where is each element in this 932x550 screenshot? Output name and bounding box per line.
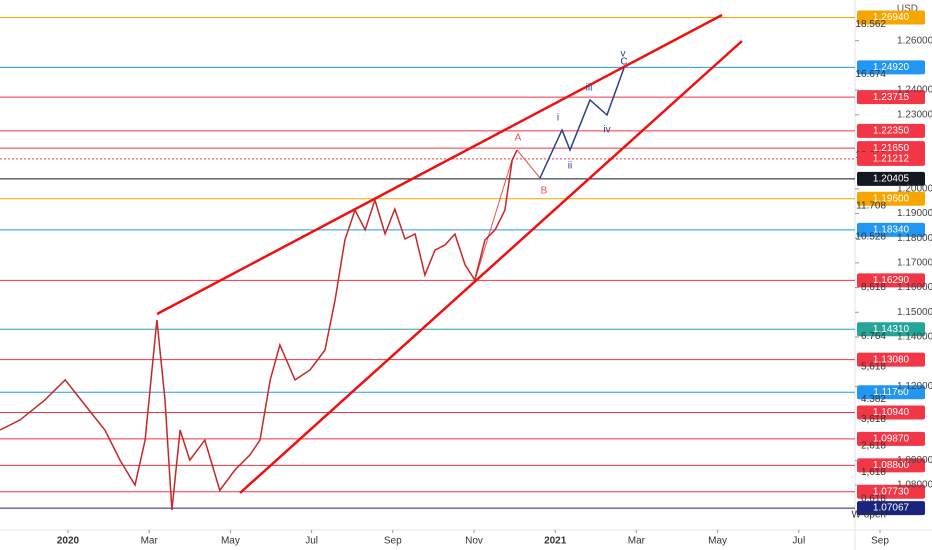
level-label-box [857,222,925,237]
level-label-box [857,458,925,473]
level-label: 1.21212 [873,154,910,165]
x-tick-label: Mar [628,536,646,547]
fib-label: 10.528 [855,231,886,242]
level-label: 1.18340 [873,224,910,235]
x-tick-label: Sep [384,536,402,547]
level-label-box [857,141,925,156]
fib-label: 16.674 [855,69,886,80]
wave-label: ii [568,161,572,172]
wave-label: C [620,57,627,68]
fib-label: 8,618 [861,282,886,293]
wave-ab [516,149,541,179]
y-tick-label: 1.15000 [897,307,932,318]
x-tick-label: 2021 [544,536,567,547]
level-label: 1.11760 [873,387,909,398]
y-tick-label: 1.17000 [897,258,932,269]
x-tick-label: Jul [792,536,805,547]
wave-trend [474,159,513,281]
fib-label: 18.562 [855,19,886,30]
level-label-box [857,431,925,446]
y-tick-label: 1.23000 [897,109,932,120]
level-label-box [857,273,925,288]
level-label: 1.26940 [873,12,910,23]
fib-label: 2,618 [861,441,886,452]
level-label: 1.09870 [873,434,910,445]
wave-label: iv [603,125,610,136]
wave-label: A [515,133,522,144]
level-label: 1.07730 [873,486,910,497]
level-label-box [857,90,925,105]
level-label-box [857,501,925,516]
level-label-box [857,171,925,186]
fib-label: 3,618 [861,414,886,425]
fib-label: 1,618 [861,467,886,478]
wave-label: i [557,113,559,124]
level-label-box [857,60,925,75]
y-tick-label: 1.19000 [897,208,932,219]
level-label-box [857,352,925,367]
y-tick-label: 1.26000 [897,35,932,46]
level-label-box [857,123,925,138]
wave-label: v [621,49,626,60]
fib-label: W open [852,510,886,521]
y-tick-label: 1.09000 [897,455,932,466]
wave-label: iii [586,83,593,94]
fib-label: 4.382 [861,394,886,405]
x-tick-label: May [708,536,727,547]
fib-label: 6.764 [861,331,886,342]
x-tick-label: Nov [465,536,483,547]
level-label: 1.07067 [873,503,910,514]
fib-label: 5,618 [861,361,886,372]
level-label: 1.23715 [873,92,910,103]
y-tick-label: 1.16000 [897,282,932,293]
level-label: 1.16290 [873,275,910,286]
y-tick-label: 1.18000 [897,233,932,244]
x-tick-label: 2020 [57,536,80,547]
x-tick-label: May [221,536,240,547]
level-label: 1.24920 [873,62,910,73]
y-tick-label: 1.12000 [897,381,932,392]
fib-label: 11.708 [856,200,886,211]
level-label: 1.20405 [873,173,910,184]
level-label-box [857,385,925,400]
level-label-box [857,484,925,499]
level-label: 1.21650 [873,143,910,154]
wave-path [539,67,625,179]
level-label-box [857,405,925,420]
wedge-lower [239,40,743,494]
x-tick-label: Sep [871,536,889,547]
level-label: 1.19600 [873,193,910,204]
level-label: 1.13080 [873,354,910,365]
y-tick-label: 1.08000 [897,480,932,491]
y-tick-label: 1.24000 [897,85,932,96]
level-label: 1.10940 [873,407,910,418]
fib-label: 0,618 [861,493,886,504]
level-label-box [857,10,925,25]
y-tick-label: 1.20000 [897,183,932,194]
level-label-box [857,151,925,166]
x-tick-label: Mar [141,536,159,547]
level-label-box [857,322,925,337]
wave-label: B [541,186,548,197]
wedge-upper [156,13,723,316]
level-label: 1.22350 [873,125,910,136]
currency-label: USD [897,4,918,15]
x-tick-label: Jul [305,536,318,547]
level-label-box [857,191,925,206]
level-label: 1.08800 [873,460,910,471]
price-line [0,149,518,511]
level-label: 1.14310 [873,324,910,335]
y-tick-label: 1.14000 [897,332,932,343]
